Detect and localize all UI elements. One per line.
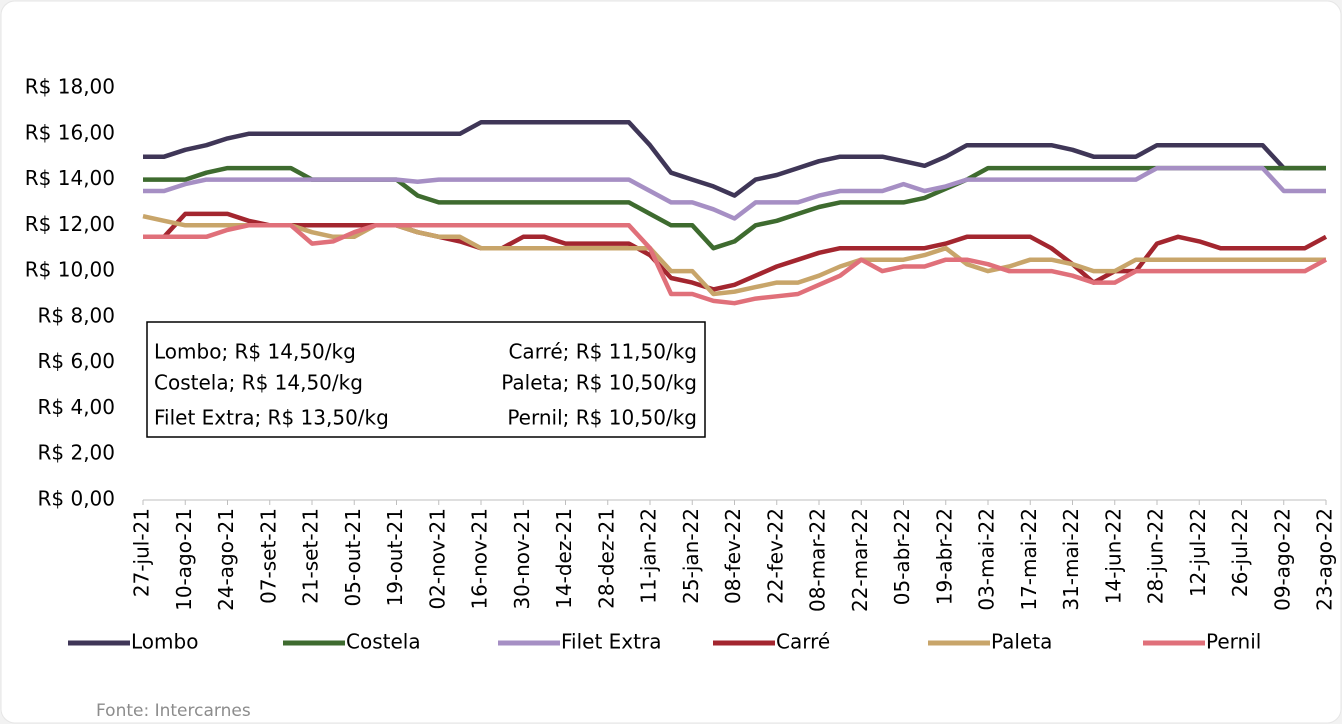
x-tick-label: 08-mar-22 — [806, 508, 830, 612]
annotation: Lombo; R$ 14,50/kg — [154, 340, 356, 364]
legend-label: Filet Extra — [561, 630, 661, 654]
x-tick-label: 08-fev-22 — [721, 508, 745, 604]
x-tick-label: 21-set-21 — [299, 508, 323, 604]
y-tick-label: R$ 10,00 — [25, 258, 115, 282]
legend-label: Paleta — [991, 630, 1052, 654]
annotation: Carré; R$ 11,50/kg — [508, 340, 697, 364]
x-tick-label: 07-set-21 — [256, 508, 280, 604]
y-tick-label: R$ 8,00 — [37, 303, 115, 327]
annotation: Filet Extra; R$ 13,50/kg — [154, 406, 389, 430]
x-tick-label: 12-jul-22 — [1186, 508, 1210, 597]
x-tick-label: 30-nov-21 — [510, 508, 534, 610]
y-tick-label: R$ 0,00 — [37, 487, 115, 511]
x-tick-label: 09-ago-22 — [1270, 508, 1294, 611]
x-tick-label: 14-jun-22 — [1101, 508, 1125, 604]
x-tick-label: 24-ago-21 — [214, 508, 238, 611]
x-tick-label: 05-out-21 — [341, 508, 365, 606]
x-tick-label: 02-nov-21 — [425, 508, 449, 610]
source: Fonte: Intercarnes — [96, 701, 251, 721]
series-line — [143, 165, 1326, 221]
x-tick-label: 16-nov-21 — [468, 508, 492, 610]
x-tick-label: 17-mai-22 — [1017, 508, 1041, 611]
annotation: Costela; R$ 14,50/kg — [154, 371, 363, 395]
annotation-box — [146, 321, 706, 438]
y-tick-label: R$ 4,00 — [37, 395, 115, 419]
annotation: Pernil; R$ 10,50/kg — [507, 406, 697, 430]
x-tick-label: 23-ago-22 — [1313, 508, 1337, 611]
x-tick-label: 27-jul-21 — [130, 508, 154, 597]
y-tick-label: R$ 14,00 — [25, 166, 115, 190]
x-tick-label: 19-out-21 — [383, 508, 407, 606]
x-tick-label: 31-mai-22 — [1059, 508, 1083, 611]
series-line — [143, 223, 1328, 306]
x-tick-label: 03-mai-22 — [975, 508, 999, 611]
x-tick-label: 19-abr-22 — [932, 508, 956, 605]
legend-label: Pernil — [1206, 630, 1261, 654]
series-line — [143, 120, 1326, 198]
x-tick-label: 22-fev-22 — [763, 508, 787, 604]
legend-label: Lombo — [131, 630, 198, 654]
x-tick-label: 05-abr-22 — [890, 508, 914, 605]
legend-label: Costela — [346, 630, 421, 654]
y-tick-label: R$ 6,00 — [37, 349, 115, 373]
series-line — [143, 211, 1328, 292]
x-tick-label: 11-jan-22 — [637, 508, 661, 604]
y-tick-label: R$ 18,00 — [25, 75, 115, 99]
x-tick-label: 28-dez-21 — [594, 508, 618, 609]
x-tick-label: 28-jun-22 — [1144, 508, 1168, 604]
annotation: Paleta; R$ 10,50/kg — [501, 371, 697, 395]
x-tick-label: 26-jul-22 — [1228, 508, 1252, 597]
x-tick-label: 22-mar-22 — [848, 508, 872, 612]
y-tick-label: R$ 12,00 — [25, 212, 115, 236]
legend-label: Carré — [776, 630, 830, 654]
x-tick-label: 10-ago-21 — [172, 508, 196, 611]
x-tick-label: 14-dez-21 — [552, 508, 576, 609]
y-tick-label: R$ 16,00 — [25, 120, 115, 144]
x-tick-label: 25-jan-22 — [679, 508, 703, 604]
y-tick-label: R$ 2,00 — [37, 441, 115, 465]
